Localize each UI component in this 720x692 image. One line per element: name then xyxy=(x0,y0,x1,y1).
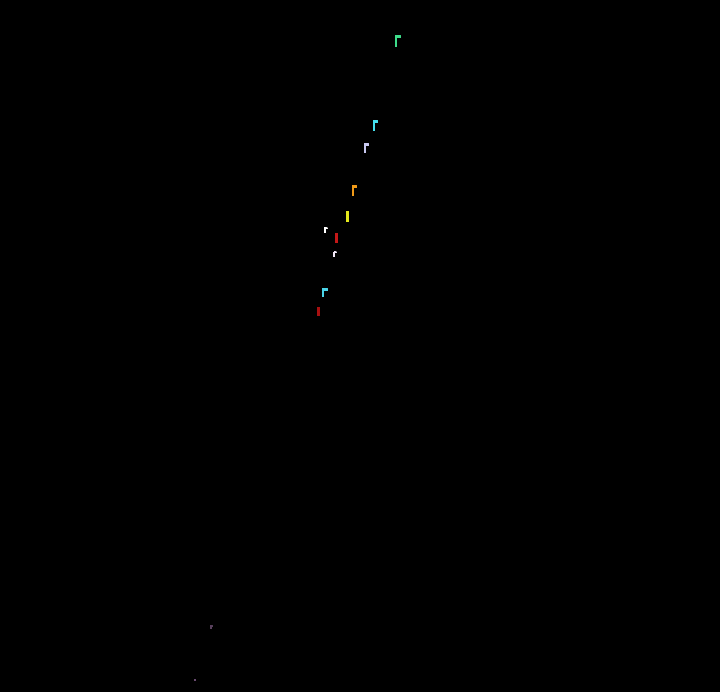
glyph-fragment-lavender-arm xyxy=(365,143,369,146)
glyph-fragment-orange xyxy=(352,185,357,196)
glyph-fragment-yellow xyxy=(346,211,350,222)
glyph-fragment-lavender-stem xyxy=(364,143,366,153)
glyph-fragment-dim-upper-arm xyxy=(211,625,213,628)
glyph-fragment-white-upper-stem xyxy=(324,227,326,233)
glyph-fragment-cyan-upper xyxy=(373,120,378,131)
glyph-fragment-orange-arm xyxy=(353,185,357,188)
glyph-fragment-dim-lower-stem xyxy=(194,679,196,681)
glyph-fragment-dim-upper xyxy=(210,623,213,629)
glyph-fragment-red-lower-stem xyxy=(317,307,320,316)
glyph-fragment-white-lower-arm xyxy=(334,251,337,254)
glyph-fragment-green xyxy=(395,35,401,47)
glyph-fragment-white-lower-stem xyxy=(333,251,335,257)
glyph-fragment-red-lower xyxy=(317,307,320,316)
glyph-fragment-yellow-stem xyxy=(346,211,349,222)
glyph-fragment-cyan-upper-stem xyxy=(373,120,375,131)
glyph-fragment-white-upper-arm xyxy=(325,226,328,229)
glyph-fragment-cyan-lower-arm xyxy=(323,288,328,291)
glyph-fragment-dim-upper-stem xyxy=(210,625,212,629)
glyph-fragment-green-stem xyxy=(395,35,397,47)
glyph-fragment-cyan-lower xyxy=(322,288,328,297)
glyph-fragment-white-upper xyxy=(324,223,328,233)
glyph-fragment-red-upper-stem xyxy=(335,233,338,243)
glyph-fragment-cyan-upper-arm xyxy=(374,120,378,123)
glyph-fragment-dim-lower xyxy=(194,679,197,683)
glyph-fragment-orange-stem xyxy=(352,185,354,196)
glyph-fragment-red-upper xyxy=(335,233,339,243)
glyph-fragment-cyan-lower-stem xyxy=(322,288,324,297)
glyph-fragment-green-arm xyxy=(396,35,401,38)
glyph-fragment-lavender xyxy=(364,143,369,153)
glyph-fragment-white-lower xyxy=(333,248,337,257)
